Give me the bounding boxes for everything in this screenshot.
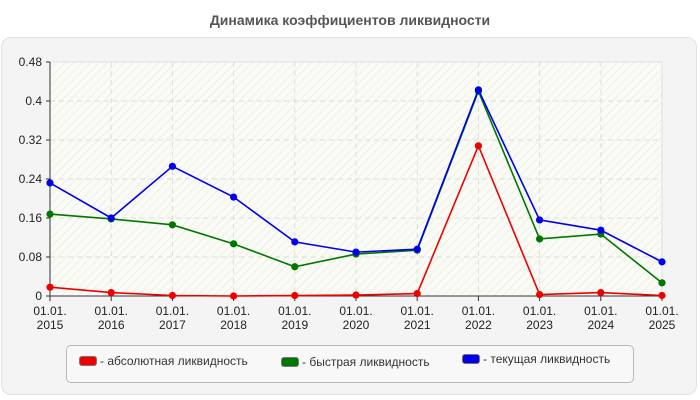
data-point[interactable] <box>230 193 238 201</box>
data-point[interactable] <box>658 291 666 300</box>
data-series <box>46 86 666 300</box>
legend-label: - быстрая ликвидность <box>302 355 430 369</box>
data-point[interactable] <box>352 291 360 299</box>
data-point[interactable] <box>413 289 421 298</box>
x-tick-label: 01.01. <box>156 304 189 318</box>
data-point[interactable] <box>168 221 176 229</box>
data-point[interactable] <box>291 238 299 246</box>
data-point[interactable] <box>352 248 360 256</box>
data-point[interactable] <box>291 291 299 300</box>
x-tick-label: 01.01. <box>584 304 617 318</box>
data-point[interactable] <box>658 279 666 287</box>
x-tick-label: 2015 <box>37 318 64 332</box>
data-point[interactable] <box>536 290 544 299</box>
data-point[interactable] <box>536 235 544 243</box>
x-tick-label: 2017 <box>159 318 186 332</box>
data-point[interactable] <box>168 291 176 300</box>
data-point[interactable] <box>230 292 238 300</box>
x-tick-label: 01.01. <box>278 304 311 318</box>
y-tick-label: 0.24 <box>19 172 43 186</box>
x-tick-label: 01.01. <box>523 304 556 318</box>
data-point[interactable] <box>46 210 54 218</box>
y-tick-label: 0.08 <box>19 250 43 264</box>
data-point[interactable] <box>46 283 54 291</box>
x-tick-label: 2025 <box>649 318 676 332</box>
data-point[interactable] <box>168 162 176 170</box>
data-point[interactable] <box>474 142 482 150</box>
x-tick-label: 2024 <box>587 318 614 332</box>
x-tick-label: 2016 <box>98 318 125 332</box>
data-point[interactable] <box>107 288 115 297</box>
x-tick-label: 01.01. <box>462 304 495 318</box>
y-tick-label: 0.4 <box>25 94 42 108</box>
x-tick-label: 2021 <box>404 318 431 332</box>
y-tick-label: 0.16 <box>19 211 43 225</box>
x-tick-label: 2023 <box>526 318 553 332</box>
x-tick-label: 2018 <box>220 318 247 332</box>
data-point[interactable] <box>536 216 544 224</box>
legend-item-absolute: - абсолютная ликвидность <box>79 354 248 368</box>
data-point[interactable] <box>474 86 482 94</box>
data-point[interactable] <box>413 245 421 253</box>
x-tick-label: 01.01. <box>339 304 372 318</box>
legend-swatch-red <box>79 356 97 366</box>
legend-swatch-blue <box>462 354 480 364</box>
data-point[interactable] <box>597 226 605 234</box>
data-point[interactable] <box>46 179 54 187</box>
y-tick-label: 0.32 <box>19 133 43 147</box>
data-point[interactable] <box>291 263 299 271</box>
chart-title: Динамика коэффициентов ликвидности <box>209 12 491 28</box>
x-tick-label: 01.01. <box>95 304 128 318</box>
legend-label: - текущая ликвидность <box>483 352 611 366</box>
x-tick-label: 2019 <box>281 318 308 332</box>
y-tick-label: 0 <box>35 289 42 303</box>
x-tick-label: 01.01. <box>217 304 250 318</box>
grid-lines <box>50 61 663 296</box>
data-point[interactable] <box>597 288 605 297</box>
legend-item-quick: - быстрая ликвидность <box>281 355 430 369</box>
x-tick-label: 01.01. <box>645 304 678 318</box>
x-tick-label: 2022 <box>465 318 492 332</box>
data-point[interactable] <box>107 214 115 222</box>
legend: - абсолютная ликвидность - быстрая ликви… <box>66 345 634 383</box>
axis-labels: 00.080.160.240.320.40.4801.01.201501.01.… <box>19 55 679 332</box>
legend-label: - абсолютная ликвидность <box>100 354 248 368</box>
data-point[interactable] <box>658 258 666 266</box>
data-point[interactable] <box>230 240 238 248</box>
x-tick-label: 2020 <box>343 318 370 332</box>
legend-swatch-green <box>281 357 299 367</box>
y-tick-label: 0.48 <box>19 55 43 69</box>
legend-item-current: - текущая ликвидность <box>462 352 610 366</box>
x-tick-label: 01.01. <box>401 304 434 318</box>
x-tick-label: 01.01. <box>33 304 66 318</box>
